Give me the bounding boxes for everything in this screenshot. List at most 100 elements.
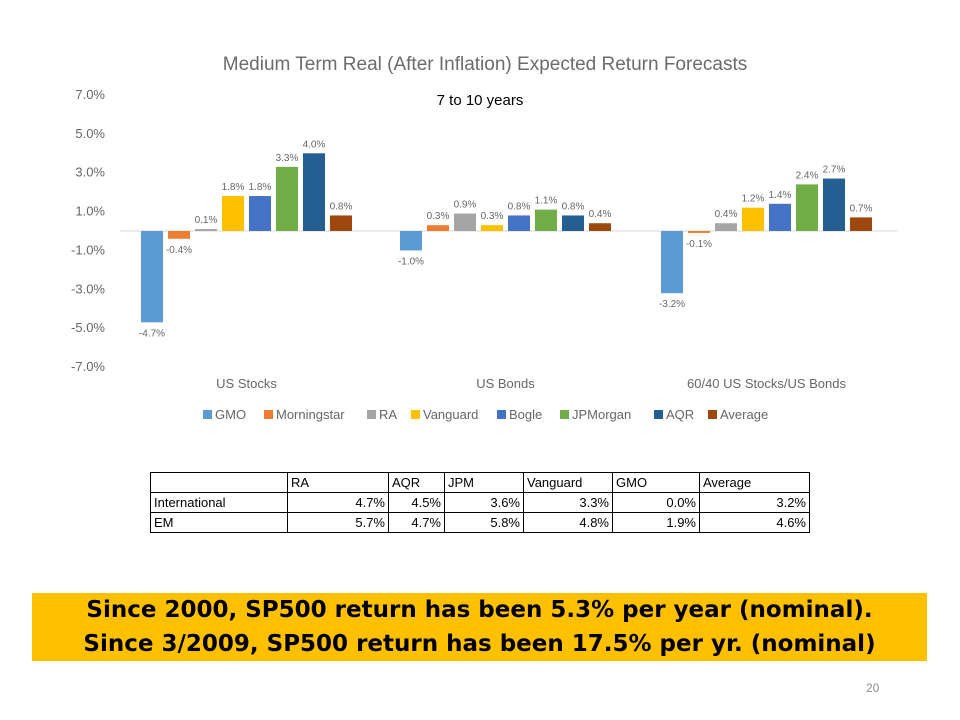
data-label: 0.1% (195, 215, 218, 226)
data-label: 1.2% (742, 194, 765, 205)
bar-gmo (400, 231, 422, 251)
y-tick-label: -3.0% (71, 281, 105, 296)
bar-vanguard (222, 196, 244, 231)
data-label: -1.0% (398, 256, 424, 267)
bar-aqr (562, 215, 584, 231)
y-tick-label: 1.0% (75, 204, 105, 219)
bar-average (850, 217, 872, 231)
bar-morningstar (168, 231, 190, 239)
x-category-label: 60/40 US Stocks/US Bonds (687, 376, 846, 391)
data-label: 0.4% (715, 209, 738, 220)
y-tick-label: -7.0% (71, 359, 105, 374)
data-label: 1.1% (535, 196, 558, 207)
legend-label: AQR (666, 407, 694, 422)
table-row-label: International (150, 492, 288, 513)
x-category-label: US Bonds (476, 376, 535, 391)
data-label: 0.8% (508, 201, 531, 212)
bar-gmo (661, 231, 683, 294)
legend-swatch (708, 410, 717, 419)
legend-label: GMO (215, 407, 246, 422)
data-label: -0.1% (686, 239, 712, 250)
legend-swatch (654, 410, 663, 419)
bar-jpmorgan (276, 166, 298, 231)
y-tick-label: 7.0% (75, 87, 105, 102)
table-row: EM 5.7% 4.7% 5.8% 4.8% 1.9% 4.6% (150, 512, 810, 533)
legend-label: Vanguard (423, 407, 478, 422)
legend-swatch (367, 410, 376, 419)
y-tick-label: -1.0% (71, 242, 105, 257)
legend-label: Bogle (509, 407, 542, 422)
bar-aqr (823, 178, 845, 231)
legend-label: Average (720, 407, 768, 422)
bar-morningstar (427, 225, 449, 231)
bar-bogle (769, 203, 791, 231)
bar-vanguard (481, 225, 503, 231)
legend-swatch (411, 410, 420, 419)
data-label: 0.3% (427, 211, 450, 222)
bar-bogle (249, 196, 271, 231)
chart-title: Medium Term Real (After Inflation) Expec… (223, 54, 747, 75)
table-row: International 4.7% 4.5% 3.6% 3.3% 0.0% 3… (150, 492, 810, 513)
x-category-label: US Stocks (216, 376, 277, 391)
page-number: 20 (866, 681, 880, 695)
table-header-cell: Vanguard (523, 472, 613, 493)
table-cell: 5.7% (287, 512, 389, 533)
table-cell: 5.8% (444, 512, 524, 533)
bar-chart: Medium Term Real (After Inflation) Expec… (71, 54, 897, 422)
data-label: 1.8% (249, 182, 272, 193)
bar-ra (715, 223, 737, 231)
data-label: 0.9% (454, 200, 477, 211)
bar-average (330, 215, 352, 231)
table-cell: 4.5% (388, 492, 445, 513)
table-cell: 1.9% (612, 512, 700, 533)
legend-label: RA (379, 407, 397, 422)
data-label: 1.8% (222, 182, 245, 193)
bar-bogle (508, 215, 530, 231)
data-label: 1.4% (769, 190, 792, 201)
legend-swatch (264, 410, 273, 419)
bar-vanguard (742, 207, 764, 231)
sp500-return-banner: Since 2000, SP500 return has been 5.3% p… (32, 593, 927, 661)
table-header-row: RA AQR JPM Vanguard GMO Average (150, 472, 810, 493)
table-cell: 0.0% (612, 492, 700, 513)
bar-average (589, 223, 611, 231)
table-header-cell: AQR (388, 472, 445, 493)
legend-swatch (203, 410, 212, 419)
data-label: 3.3% (276, 153, 299, 164)
legend: GMO Morningstar RA Vanguard Bogle JPMorgan AQR… (203, 407, 768, 422)
y-tick-label: -5.0% (71, 320, 105, 335)
table-header-cell: GMO (612, 472, 700, 493)
bar-series-group: -4.7% -0.4% 0.1% 1.8% 1.8% 3.3% 4.0% 0.8% -1.0% 0… (139, 139, 873, 339)
data-label: 0.8% (330, 201, 353, 212)
data-label: 0.3% (481, 211, 504, 222)
data-label: -4.7% (139, 328, 165, 339)
legend-label: JPMorgan (572, 407, 631, 422)
data-label: 4.0% (303, 139, 326, 150)
table-row-label: EM (150, 512, 288, 533)
data-label: 0.7% (850, 203, 873, 214)
bar-ra (195, 229, 217, 231)
bar-jpmorgan (535, 209, 557, 231)
legend-swatch (497, 410, 506, 419)
bar-morningstar (688, 231, 710, 233)
y-axis: 7.0% 5.0% 3.0% 1.0% -1.0% -3.0% -5.0% -7.0% (71, 87, 105, 374)
data-label: 2.4% (796, 170, 819, 181)
y-tick-label: 5.0% (75, 126, 105, 141)
legend-label: Morningstar (276, 407, 345, 422)
table-header-cell: RA (287, 472, 389, 493)
return-table-container: RA AQR JPM Vanguard GMO Average Internat… (150, 472, 810, 533)
table-cell: 4.7% (388, 512, 445, 533)
bar-aqr (303, 153, 325, 231)
table-cell: 3.3% (523, 492, 613, 513)
table-cell: 3.6% (444, 492, 524, 513)
bar-gmo (141, 231, 163, 323)
bar-jpmorgan (796, 184, 818, 231)
banner-line-2: Since 3/2009, SP500 return has been 17.5… (83, 631, 876, 657)
category-labels: US Stocks US Bonds 60/40 US Stocks/US Bond… (216, 376, 846, 391)
data-label: 0.8% (562, 201, 585, 212)
legend-swatch (560, 410, 569, 419)
table-cell: 4.8% (523, 512, 613, 533)
table-cell: 3.2% (699, 492, 810, 513)
table-header-cell (150, 472, 288, 493)
return-forecast-table: RA AQR JPM Vanguard GMO Average Internat… (150, 472, 810, 533)
